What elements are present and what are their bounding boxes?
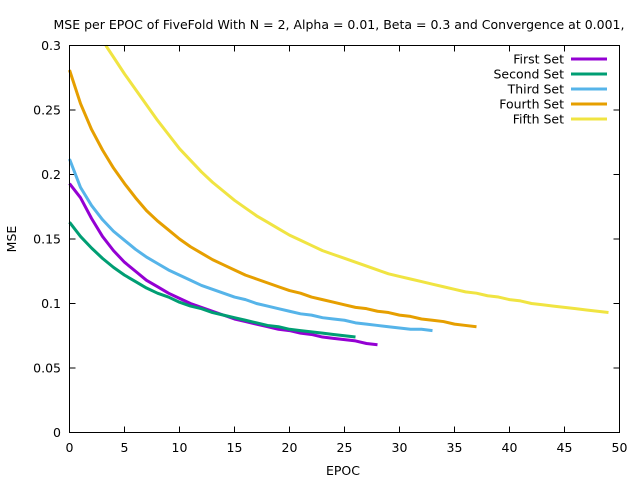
y-axis-label: MSE [4,226,19,253]
chart-title: MSE per EPOC of FiveFold With N = 2, Alp… [54,17,625,32]
x-tick-label: 40 [502,440,518,455]
y-tick-label: 0 [53,425,61,440]
series-lines [68,44,609,347]
x-tick-label: 30 [392,440,408,455]
series-line [104,44,609,315]
legend-label: Third Set [507,82,564,97]
x-tick-label: 35 [447,440,463,455]
axis-ticks: 0 5 10 15 20 25 30 35 40 45 50 0 0.05 0.1 0.15 0.2 0.25 0… [33,38,627,455]
x-tick-label: 10 [172,440,188,455]
y-tick-label: 0.3 [41,38,61,53]
x-tick-label: 5 [121,440,129,455]
legend-label: Fifth Set [513,112,564,127]
x-tick-label: 0 [66,440,74,455]
legend-label: Second Set [493,67,564,82]
y-tick-label: 0.15 [33,232,61,247]
legend-label: First Set [513,52,564,67]
y-tick-label: 0.25 [33,103,61,118]
y-tick-label: 0.2 [41,167,61,182]
x-tick-label: 45 [557,440,573,455]
x-tick-label: 25 [337,440,353,455]
series-line [68,221,356,339]
legend-label: Fourth Set [499,97,564,112]
x-tick-label: 15 [227,440,243,455]
series-line [68,158,433,333]
y-tick-label: 0.05 [33,361,61,376]
y-tick-label: 0.1 [41,296,61,311]
x-tick-label: 20 [282,440,298,455]
series-line [68,69,477,329]
x-axis-label: EPOC [326,463,360,478]
x-tick-label: 50 [612,440,628,455]
plot-frame [69,45,620,433]
